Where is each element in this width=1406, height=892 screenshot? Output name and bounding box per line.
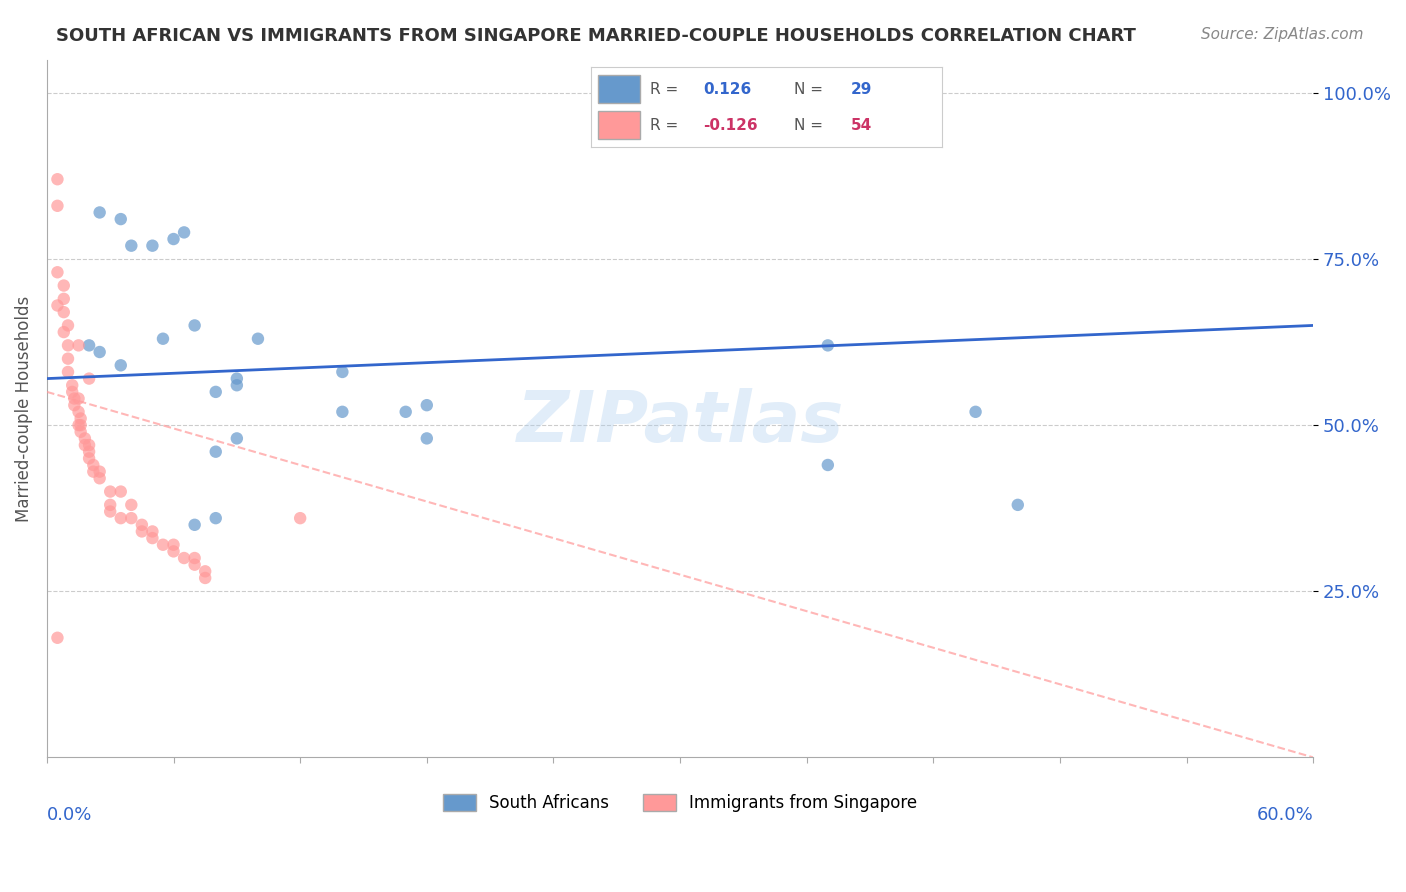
Point xyxy=(162,538,184,552)
Point xyxy=(416,398,439,412)
Point xyxy=(173,226,195,240)
Point xyxy=(110,212,132,227)
Point xyxy=(77,338,100,352)
Point xyxy=(52,305,75,319)
Point xyxy=(46,298,69,312)
Point xyxy=(63,392,86,406)
Point xyxy=(77,444,100,458)
Text: 60.0%: 60.0% xyxy=(1257,806,1313,824)
Point xyxy=(67,392,90,406)
Point xyxy=(332,405,354,419)
Point xyxy=(89,345,111,359)
Text: N =: N = xyxy=(794,82,824,97)
Point xyxy=(46,265,69,279)
Text: 0.126: 0.126 xyxy=(703,82,751,97)
Point xyxy=(416,431,439,445)
Point xyxy=(120,498,142,512)
Point xyxy=(98,504,121,518)
Point xyxy=(965,405,987,419)
Point xyxy=(225,371,247,385)
Point xyxy=(67,418,90,433)
Point xyxy=(60,378,83,392)
Point xyxy=(89,471,111,485)
Point xyxy=(120,238,142,252)
Point xyxy=(98,498,121,512)
Point xyxy=(73,431,96,445)
Point xyxy=(194,571,217,585)
Point xyxy=(56,351,79,366)
Point xyxy=(89,465,111,479)
Point xyxy=(141,238,163,252)
Point xyxy=(110,484,132,499)
Point xyxy=(152,538,174,552)
Text: 54: 54 xyxy=(851,118,872,133)
Point xyxy=(82,458,104,472)
Point xyxy=(120,511,142,525)
Point xyxy=(60,384,83,399)
Point xyxy=(89,205,111,219)
Point xyxy=(67,338,90,352)
Point xyxy=(46,631,69,645)
Point xyxy=(225,378,247,392)
Text: N =: N = xyxy=(794,118,824,133)
Point xyxy=(225,431,247,445)
Point xyxy=(152,332,174,346)
Point xyxy=(56,338,79,352)
Text: Source: ZipAtlas.com: Source: ZipAtlas.com xyxy=(1201,27,1364,42)
Text: 0.0%: 0.0% xyxy=(46,806,93,824)
Point xyxy=(52,325,75,339)
Point xyxy=(63,398,86,412)
Point xyxy=(395,405,418,419)
Point xyxy=(131,517,153,532)
Point xyxy=(77,438,100,452)
Point xyxy=(162,232,184,246)
Text: SOUTH AFRICAN VS IMMIGRANTS FROM SINGAPORE MARRIED-COUPLE HOUSEHOLDS CORRELATION: SOUTH AFRICAN VS IMMIGRANTS FROM SINGAPO… xyxy=(56,27,1136,45)
Point xyxy=(183,318,205,333)
Point xyxy=(67,405,90,419)
Point xyxy=(46,172,69,186)
Text: -0.126: -0.126 xyxy=(703,118,758,133)
Point xyxy=(69,418,91,433)
Text: R =: R = xyxy=(650,82,679,97)
Point xyxy=(183,558,205,572)
Point xyxy=(69,425,91,439)
FancyBboxPatch shape xyxy=(598,112,640,139)
Legend: South Africans, Immigrants from Singapore: South Africans, Immigrants from Singapor… xyxy=(436,788,924,819)
Point xyxy=(162,544,184,558)
Point xyxy=(131,524,153,539)
Point xyxy=(204,384,226,399)
Point xyxy=(817,338,839,352)
Point xyxy=(288,511,311,525)
Point xyxy=(332,365,354,379)
Text: 29: 29 xyxy=(851,82,872,97)
Point xyxy=(173,551,195,566)
Point xyxy=(194,564,217,578)
Point xyxy=(183,551,205,566)
Point xyxy=(73,438,96,452)
Point xyxy=(110,511,132,525)
Point xyxy=(98,484,121,499)
Point xyxy=(56,318,79,333)
Point xyxy=(183,517,205,532)
Point xyxy=(77,451,100,466)
Text: R =: R = xyxy=(650,118,679,133)
Point xyxy=(1007,498,1029,512)
Point xyxy=(69,411,91,425)
Point xyxy=(46,199,69,213)
Point xyxy=(77,371,100,385)
Point xyxy=(246,332,269,346)
Point xyxy=(110,359,132,373)
Text: ZIPatlas: ZIPatlas xyxy=(516,388,844,457)
FancyBboxPatch shape xyxy=(598,75,640,103)
Point xyxy=(204,511,226,525)
Point xyxy=(204,444,226,458)
Point xyxy=(817,458,839,472)
Point xyxy=(52,278,75,293)
Point xyxy=(52,292,75,306)
Point xyxy=(56,365,79,379)
Point xyxy=(141,531,163,545)
Point xyxy=(82,465,104,479)
Point xyxy=(141,524,163,539)
Y-axis label: Married-couple Households: Married-couple Households xyxy=(15,295,32,522)
